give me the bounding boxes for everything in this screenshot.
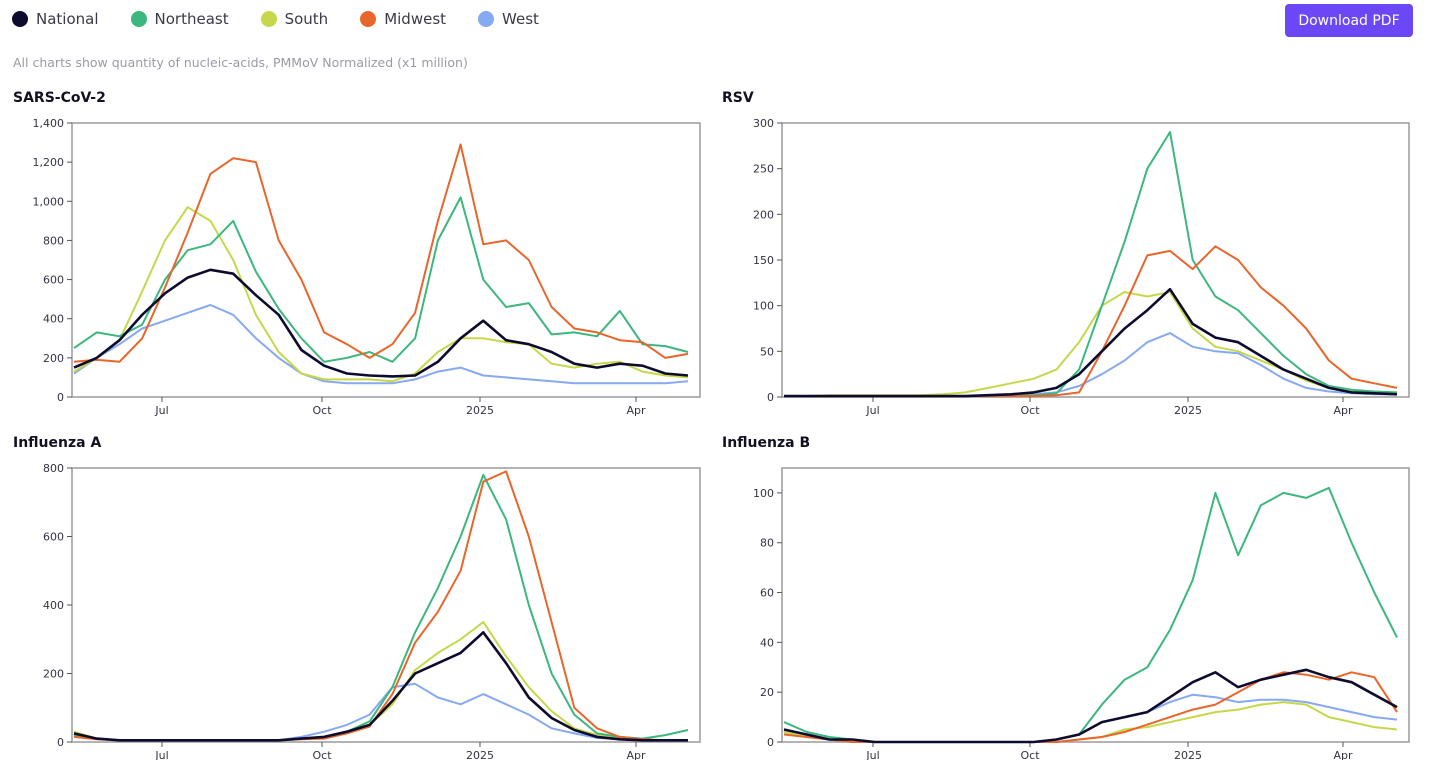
plot-frame [781,467,1410,743]
x-tick-label: 2025 [1174,749,1202,760]
x-tick-label: Oct [312,749,332,760]
chart-title-influenza-a: Influenza A [13,435,102,451]
series-line-national [73,268,689,378]
series-line-national [784,287,1398,398]
y-tick-label: 0 [767,736,774,749]
x-tick-label: Jul [154,404,168,417]
x-tick-label: Jul [865,404,879,417]
legend-item-midwest[interactable]: Midwest [360,10,446,28]
national-dot-icon [12,11,28,27]
y-tick-label: 100 [753,300,774,313]
y-tick-label: 200 [43,352,64,365]
y-tick-label: 40 [760,636,774,649]
x-tick-label: Oct [312,404,332,417]
chart-title-rsv: RSV [722,90,754,106]
series-line-midwest [73,143,689,363]
y-tick-label: 600 [43,274,64,287]
y-tick-label: 800 [43,462,64,475]
x-tick-label: Jul [865,749,879,760]
y-tick-label: 0 [57,391,64,404]
legend-label: South [284,10,329,28]
series-line-south [73,621,688,742]
rsv-chart: 0 50 100 150 200 250 300 Jul Oct 2025 Apr [753,117,1410,417]
y-tick-label: 80 [760,537,774,550]
y-tick-label: 200 [753,208,774,221]
y-tick-label: 1,200 [33,156,65,169]
y-tick-label: 100 [753,487,774,500]
x-tick-label: Oct [1020,404,1040,417]
west-dot-icon [478,11,495,27]
y-tick-label: 400 [43,599,64,612]
x-tick-label: Apr [1333,749,1353,760]
x-tick-label: Jul [154,749,168,760]
y-tick-label: 200 [43,668,64,681]
y-tick-label: 0 [767,391,774,404]
series-line-national [783,668,1398,744]
y-tick-label: 600 [43,531,64,544]
x-tick-label: 2025 [466,749,494,760]
legend-label: West [502,10,539,28]
chart-title-sars-cov-2: SARS-CoV-2 [13,90,106,106]
y-tick-label: 150 [753,254,774,267]
legend-item-northeast[interactable]: Northeast [130,10,229,28]
legend-item-national[interactable]: National [12,10,99,28]
series-line-midwest [783,671,1398,743]
y-tick-label: 0 [57,736,64,749]
legend-label: Midwest [384,10,447,28]
south-dot-icon [260,11,277,27]
chart-title-influenza-b: Influenza B [722,435,811,451]
legend-label: National [36,10,99,28]
influenza-b-chart: 0 20 40 60 80 100 Jul Oct 2025 Apr [753,467,1410,760]
series-line-national [73,631,688,742]
sars-cov-2-chart: 0 200 400 600 800 1,000 1,200 1,400 Jul Oct 2025 Ap… [33,117,701,417]
y-tick-label: 1,400 [33,117,65,130]
series-line-south [783,701,1398,743]
x-tick-label: Apr [626,749,646,760]
plot-frame [71,467,701,743]
x-tick-label: 2025 [466,404,494,417]
charts-subtitle: All charts show quantity of nucleic-acid… [13,55,468,70]
series-line-northeast [784,131,1398,398]
y-tick-label: 60 [760,587,774,600]
y-tick-label: 800 [43,234,64,247]
y-tick-label: 250 [753,163,774,176]
series-line-south [73,206,689,383]
y-tick-label: 20 [760,686,774,699]
legend: National Northeast South Midwest West [12,10,571,28]
plot-frame [71,122,701,398]
northeast-dot-icon [130,11,147,27]
legend-label: Northeast [154,10,229,28]
legend-item-west[interactable]: West [478,10,539,28]
y-tick-label: 400 [43,313,64,326]
midwest-dot-icon [360,11,377,27]
legend-item-south[interactable]: South [260,10,329,28]
series-line-west [784,332,1397,398]
x-tick-label: Apr [1333,404,1353,417]
x-tick-label: 2025 [1174,404,1202,417]
series-line-west [73,304,689,385]
x-tick-label: Apr [626,404,646,417]
y-tick-label: 50 [760,345,774,358]
y-tick-label: 1,000 [33,195,65,208]
download-pdf-button[interactable]: Download PDF [1285,4,1413,37]
influenza-a-chart: 0 200 400 600 800 Jul Oct 2025 Apr [43,462,701,760]
series-line-northeast [73,196,689,363]
x-tick-label: Oct [1020,749,1040,760]
y-tick-label: 300 [753,117,774,130]
